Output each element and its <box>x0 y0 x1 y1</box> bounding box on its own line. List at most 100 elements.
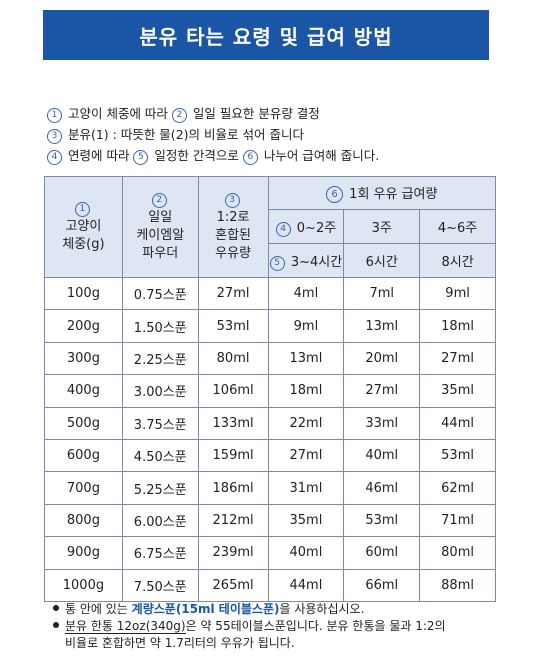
table-cell: 600g <box>44 438 123 473</box>
table-cell: 2.25스푼 <box>121 341 199 376</box>
step-number: 3 <box>47 129 62 144</box>
table-row: 100g 0.75스푼 27ml 4ml 7ml 9ml <box>44 276 496 311</box>
table-cell: 35ml <box>267 503 345 538</box>
header-text: 고양이 <box>65 219 102 234</box>
header-age: 4 0~2주 <box>267 209 345 244</box>
bullet-icon <box>53 605 59 611</box>
step-number: 4 <box>275 221 291 237</box>
table-row: 300g 2.25스푼 80ml 13ml 20ml 27ml <box>44 341 496 376</box>
table-cell: 1.50스푼 <box>121 309 199 343</box>
table-cell: 46ml <box>343 471 421 505</box>
table-cell: 6.75스푼 <box>121 536 199 570</box>
table-row: 800g 6.00스푼 212ml 35ml 53ml 71ml <box>44 503 496 538</box>
table-cell: 133ml <box>197 406 269 440</box>
header-age: 3주 <box>343 209 421 244</box>
header-text: 1:2로 <box>216 210 250 225</box>
note-highlight: 계량스푼(15ml 테이블스푼) <box>131 602 280 616</box>
step-number: 1 <box>74 202 90 217</box>
instruction-line-2: 3 분유(1) : 따뜻한 물(2)의 비율로 섞어 줍니다 <box>47 124 379 145</box>
header-text: 3~4시간 <box>290 254 343 270</box>
notes: 통 안에 있는 계량스푼(15ml 테이블스푼)을 사용하십시오. 분유 한통 … <box>53 601 446 652</box>
header-text: 0~2주 <box>296 220 337 236</box>
table-cell: 3.00스푼 <box>121 374 199 408</box>
table-cell: 212ml <box>197 503 269 538</box>
note-3: 비율로 혼합하면 약 1.7리터의 우유가 됩니다. <box>53 635 446 652</box>
table-cell: 31ml <box>267 471 345 505</box>
table-cell: 5.25스푼 <box>121 471 199 505</box>
table-cell: 500g <box>44 406 123 440</box>
instruction-line-1: 1 고양이 체중에 따라 2 일일 필요한 분유량 결정 <box>47 103 379 124</box>
table-cell: 44ml <box>267 568 345 602</box>
step-number: 2 <box>151 193 167 208</box>
table-cell: 7ml <box>343 276 421 311</box>
table-row: 400g 3.00스푼 106ml 18ml 27ml 35ml <box>44 374 496 408</box>
instruction-text: 나누어 급여해 줍니다. <box>259 148 380 163</box>
table-cell: 186ml <box>197 471 269 505</box>
header-text: 일일 <box>148 210 173 225</box>
table-cell: 88ml <box>419 568 496 602</box>
table-cell: 27ml <box>197 276 269 311</box>
table-cell: 400g <box>44 374 123 408</box>
table-cell: 80ml <box>419 536 496 570</box>
header-text: 케이엠알 <box>136 228 185 243</box>
step-number: 5 <box>133 150 149 165</box>
note-underlined: 분유 한통 12oz(340g) <box>65 619 186 634</box>
table-cell: 13ml <box>267 341 345 376</box>
table-cell: 0.75스푼 <box>121 276 199 311</box>
table-cell: 239ml <box>197 536 269 570</box>
table-cell: 27ml <box>419 341 496 376</box>
note-text: 을 사용하십시오. <box>279 602 365 616</box>
note-text: 비율로 혼합하면 약 1.7리터의 우유가 됩니다. <box>65 636 295 650</box>
page-title-banner: 분유 타는 요령 및 급여 방법 <box>43 10 489 60</box>
table-cell: 106ml <box>197 374 269 408</box>
table-cell: 53ml <box>419 438 496 473</box>
header-powder: 2 일일 케이엠알 파우더 <box>121 176 199 278</box>
header-text: 8시간 <box>441 255 474 270</box>
header-interval: 6시간 <box>343 243 421 278</box>
step-number: 6 <box>242 150 258 165</box>
page-title: 분유 타는 요령 및 급여 방법 <box>139 24 393 49</box>
step-number: 2 <box>171 108 187 123</box>
table-cell: 66ml <box>343 568 421 602</box>
note-text: 은 약 55테이블스푼입니다. 분유 한통을 물과 1:2의 <box>185 619 446 633</box>
table-row: 700g 5.25스푼 186ml 31ml 46ml 62ml <box>44 471 496 505</box>
table-cell: 900g <box>44 536 123 570</box>
header-weight: 1 고양이 체중(g) <box>44 176 123 278</box>
step-number: 4 <box>47 150 62 165</box>
table-cell: 800g <box>44 503 123 538</box>
header-text: 혼합된 <box>215 228 252 243</box>
instruction-text: 연령에 따라 <box>64 148 134 163</box>
table-cell: 100g <box>44 276 123 311</box>
table-cell: 18ml <box>419 309 496 343</box>
header-age: 4~6주 <box>419 209 496 244</box>
table-cell: 18ml <box>267 374 345 408</box>
header-text: 우유량 <box>215 246 252 261</box>
table-cell: 27ml <box>343 374 421 408</box>
step-number: 3 <box>224 193 240 208</box>
header-text: 4~6주 <box>437 221 478 236</box>
instruction-line-3: 4 연령에 따라 5 일정한 간격으로 6 나누어 급여해 줍니다. <box>47 145 379 166</box>
feeding-table: 1 고양이 체중(g) 2 일일 케이엠알 파우더 3 1:2로 혼합된 우유량… <box>44 176 497 602</box>
instructions: 1 고양이 체중에 따라 2 일일 필요한 분유량 결정 3 분유(1) : 따… <box>47 103 379 166</box>
instruction-text: 일일 필요한 분유량 결정 <box>188 106 320 121</box>
table-cell: 62ml <box>419 471 496 505</box>
header-per-feeding: 6 1회 우유 급여량 <box>267 176 497 210</box>
table-row: 200g 1.50스푼 53ml 9ml 13ml 18ml <box>44 309 496 343</box>
table-cell: 80ml <box>197 341 269 376</box>
table-cell: 3.75스푼 <box>121 406 199 440</box>
table-cell: 9ml <box>419 276 496 311</box>
header-text: 체중(g) <box>62 237 105 252</box>
table-cell: 33ml <box>343 406 421 440</box>
table-cell: 53ml <box>197 309 269 343</box>
header-interval: 5 3~4시간 <box>267 243 345 278</box>
table-cell: 7.50스푼 <box>121 568 199 602</box>
table-cell: 13ml <box>343 309 421 343</box>
table-cell: 1000g <box>44 568 123 602</box>
header-text: 3주 <box>371 221 392 236</box>
table-body: 100g 0.75스푼 27ml 4ml 7ml 9ml 200g 1.50스푼 53ml 9ml… <box>44 276 496 602</box>
table-row: 900g 6.75스푼 239ml 40ml 60ml 80ml <box>44 536 496 570</box>
bullet-icon <box>53 622 59 628</box>
table-cell: 40ml <box>343 438 421 473</box>
header-text: 1회 우유 급여량 <box>349 187 438 202</box>
table-row: 500g 3.75스푼 133ml 22ml 33ml 44ml <box>44 406 496 440</box>
